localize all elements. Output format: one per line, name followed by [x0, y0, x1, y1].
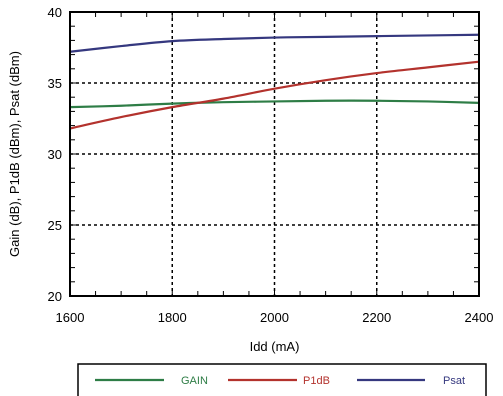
y-tick-label: 25	[48, 218, 62, 233]
x-tick-label: 2000	[260, 310, 289, 325]
legend-label-p1db: P1dB	[303, 375, 330, 387]
grid-lines	[70, 12, 479, 296]
y-tick-labels: 20 25 30 35 40	[48, 5, 62, 304]
y-axis-title: Gain (dB), P1dB (dBm), Psat (dBm)	[7, 51, 22, 257]
x-tick-labels: 1600 1800 2000 2200 2400	[56, 310, 494, 325]
plot-frame	[69, 11, 480, 297]
series-line-p1db	[69, 60, 480, 130]
x-tick-label: 1800	[158, 310, 187, 325]
series-line-psat	[69, 33, 480, 53]
series-line-gain	[69, 99, 480, 109]
x-tick-label: 2200	[362, 310, 391, 325]
legend-label-gain: GAIN	[181, 375, 208, 387]
legend-box	[77, 363, 487, 396]
series-lines	[69, 33, 480, 130]
y-tick-label: 40	[48, 5, 62, 20]
x-axis-title: Idd (mA)	[250, 339, 300, 354]
y-tick-label: 35	[48, 76, 62, 91]
legend-label-psat: Psat	[443, 375, 465, 387]
legend: GAIN P1dB Psat	[95, 375, 465, 387]
x-tick-label: 2400	[465, 310, 494, 325]
x-tick-label: 1600	[56, 310, 85, 325]
y-tick-label: 30	[48, 147, 62, 162]
y-tick-label: 20	[48, 289, 62, 304]
